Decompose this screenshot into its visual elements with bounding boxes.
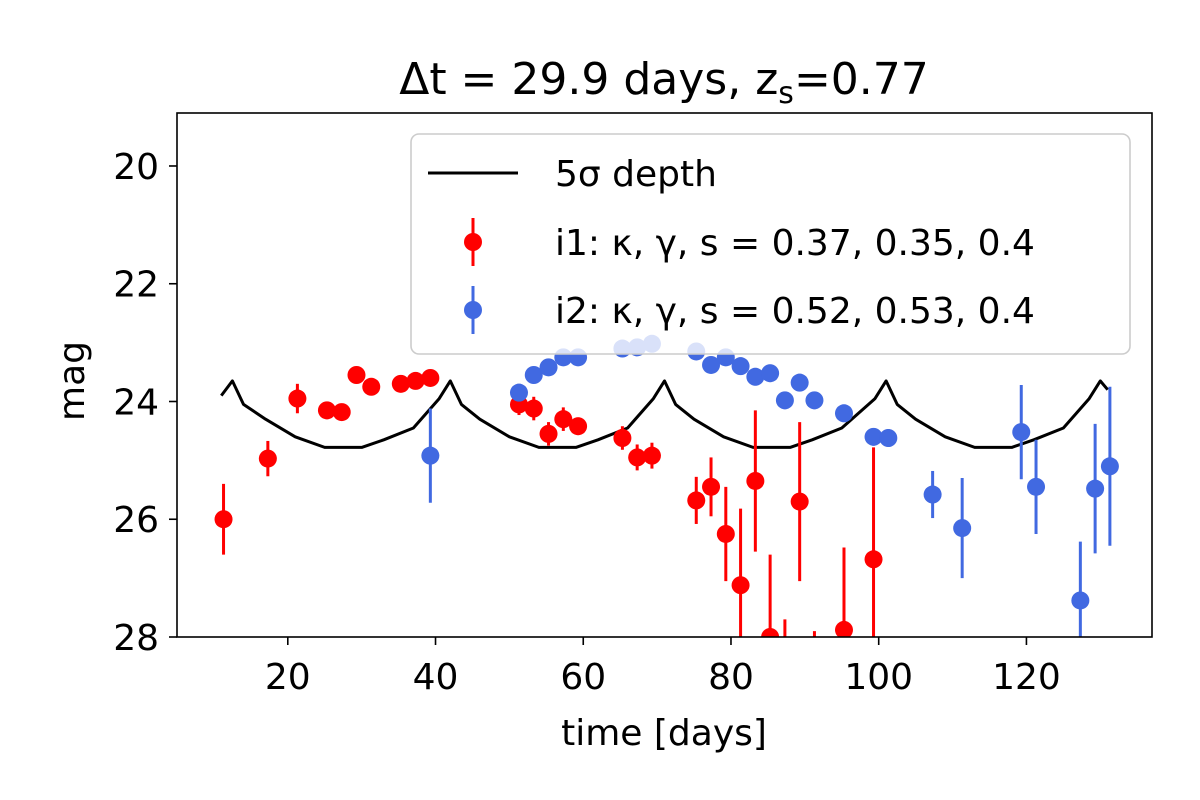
i2-point bbox=[1012, 423, 1031, 442]
legend-depth-label: 5σ depth bbox=[555, 154, 717, 195]
x-tick-label: 20 bbox=[265, 657, 311, 698]
i1-point bbox=[332, 403, 351, 422]
i1-point bbox=[317, 401, 336, 420]
i1-point bbox=[258, 449, 277, 468]
i1-points-layer bbox=[214, 366, 883, 675]
i1-point bbox=[687, 491, 706, 510]
i1-point bbox=[864, 550, 883, 569]
i2-point bbox=[539, 358, 558, 377]
i1-point bbox=[628, 448, 647, 467]
i1-point bbox=[569, 417, 588, 436]
i1-point bbox=[214, 510, 233, 529]
x-tick-label: 80 bbox=[708, 657, 754, 698]
i1-point bbox=[805, 640, 823, 658]
y-axis-label: mag bbox=[52, 341, 93, 421]
i1-point bbox=[642, 446, 661, 465]
y-axis-ticks: 20 22 24 26 28 bbox=[113, 147, 177, 659]
legend-i2-label: i2: κ, γ, s = 0.52, 0.53, 0.4 bbox=[555, 291, 1035, 332]
legend-box bbox=[410, 133, 1131, 355]
i2-point bbox=[761, 364, 780, 383]
i1-point bbox=[613, 428, 632, 447]
i1-point bbox=[776, 657, 794, 675]
i2-point bbox=[864, 427, 883, 446]
y-tick-label: 28 bbox=[113, 618, 159, 659]
x-tick-label: 40 bbox=[413, 657, 459, 698]
i1-point bbox=[539, 424, 558, 443]
i2-point bbox=[1100, 457, 1119, 476]
i2-point bbox=[746, 367, 765, 386]
depth-line bbox=[220, 379, 1109, 449]
legend-i1-marker bbox=[464, 233, 482, 251]
i1-point bbox=[746, 471, 765, 490]
i1-point bbox=[288, 389, 307, 408]
i2-point bbox=[805, 391, 824, 410]
i1-point bbox=[790, 492, 809, 511]
i1-point bbox=[421, 368, 440, 387]
i1-point bbox=[716, 524, 735, 543]
y-tick-label: 26 bbox=[113, 500, 159, 541]
i2-point bbox=[731, 357, 750, 376]
i1-point bbox=[761, 628, 780, 637]
i2-point bbox=[1086, 479, 1105, 498]
i1-point bbox=[406, 371, 425, 390]
i1-point bbox=[834, 620, 853, 637]
chart-title: Δt = 29.9 days, zs=0.77 bbox=[399, 54, 929, 111]
i2-point bbox=[702, 355, 721, 374]
i1-point bbox=[554, 410, 573, 429]
i1-point bbox=[702, 477, 721, 496]
i2-point bbox=[775, 391, 794, 410]
legend-i1-label: i1: κ, γ, s = 0.37, 0.35, 0.4 bbox=[555, 223, 1035, 264]
plot-area bbox=[214, 334, 1119, 675]
i2-point bbox=[421, 446, 440, 465]
i2-point bbox=[879, 428, 898, 447]
i2-point bbox=[509, 383, 528, 402]
i1-point bbox=[524, 399, 543, 418]
i2-point bbox=[790, 373, 809, 392]
legend-i2-marker bbox=[464, 301, 482, 319]
y-tick-label: 22 bbox=[113, 265, 159, 306]
y-tick-label: 20 bbox=[113, 147, 159, 188]
x-tick-label: 60 bbox=[560, 657, 606, 698]
y-tick-label: 24 bbox=[113, 382, 159, 423]
x-tick-label: 100 bbox=[844, 657, 913, 698]
i1-point bbox=[347, 366, 366, 384]
i2-point bbox=[1071, 591, 1090, 610]
i2-point bbox=[1027, 477, 1046, 496]
legend: 5σ depth i1: κ, γ, s = 0.37, 0.35, 0.4 i… bbox=[410, 133, 1131, 355]
i1-point bbox=[731, 576, 750, 595]
i2-point bbox=[834, 404, 853, 423]
x-axis-label: time [days] bbox=[561, 713, 767, 754]
i1-point bbox=[362, 377, 381, 396]
depth-line-layer bbox=[220, 379, 1109, 449]
i2-point bbox=[923, 485, 942, 504]
i2-point bbox=[524, 366, 543, 384]
i1-point bbox=[391, 374, 410, 393]
x-axis-ticks: 20 40 60 80 100 120 bbox=[265, 637, 1061, 698]
i2-point bbox=[953, 519, 972, 538]
plot-frame bbox=[176, 112, 1153, 638]
x-tick-label: 120 bbox=[992, 657, 1061, 698]
